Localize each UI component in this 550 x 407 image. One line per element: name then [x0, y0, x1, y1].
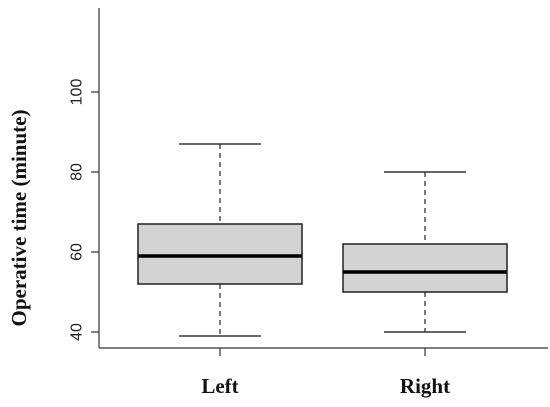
boxes	[137, 143, 508, 337]
y-tick-label-80: 80	[69, 163, 86, 181]
x-label-left: Left	[201, 374, 238, 398]
y-tick-label-60: 60	[69, 243, 86, 261]
y-axis-title: Operative time (minute)	[7, 110, 31, 327]
iqr-box	[342, 243, 508, 293]
box-left	[137, 143, 303, 337]
x-label-right: Right	[400, 374, 450, 398]
y-ticks: 40 60 80 100	[69, 79, 99, 341]
y-tick-label-40: 40	[69, 323, 86, 341]
box-right	[342, 171, 508, 333]
y-tick-label-100: 100	[69, 79, 86, 106]
x-labels: Left Right	[201, 348, 450, 398]
iqr-box	[137, 223, 303, 285]
